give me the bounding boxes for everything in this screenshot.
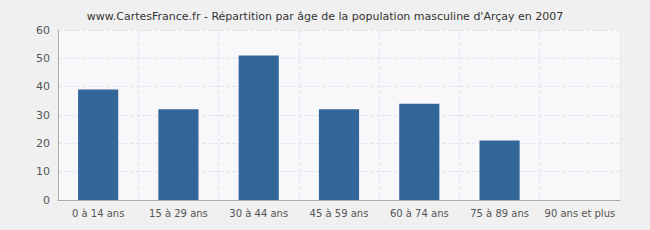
svg-text:0: 0 [43,194,50,207]
svg-text:0 à 14 ans: 0 à 14 ans [72,208,124,219]
svg-text:20: 20 [36,137,50,150]
svg-text:60: 60 [36,24,50,37]
svg-text:30: 30 [36,109,50,122]
svg-text:90 ans et plus: 90 ans et plus [545,208,616,219]
svg-text:60 à 74 ans: 60 à 74 ans [390,208,449,219]
svg-text:www.CartesFrance.fr - Répartit: www.CartesFrance.fr - Répartition par âg… [87,10,563,23]
svg-text:10: 10 [36,165,50,178]
svg-text:40: 40 [36,80,50,93]
svg-text:45 à 59 ans: 45 à 59 ans [310,208,369,219]
svg-text:75 à 89 ans: 75 à 89 ans [470,208,529,219]
svg-text:50: 50 [36,52,50,65]
svg-text:15 à 29 ans: 15 à 29 ans [149,208,208,219]
svg-text:30 à 44 ans: 30 à 44 ans [229,208,288,219]
